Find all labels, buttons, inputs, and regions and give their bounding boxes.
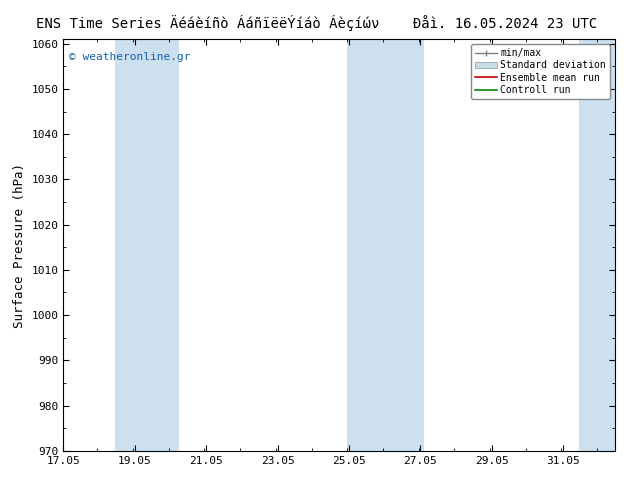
Text: ENS Time Series Äéáèíñò ÁáñïëëÝíáò Áèçíών    Đåì. 16.05.2024 23 UTC: ENS Time Series Äéáèíñò ÁáñïëëÝíáò Áèçíώ…: [36, 15, 598, 31]
Text: © weatheronline.gr: © weatheronline.gr: [69, 51, 190, 62]
Bar: [115, 39, 179, 451]
Bar: [347, 39, 424, 451]
Y-axis label: Surface Pressure (hPa): Surface Pressure (hPa): [13, 163, 26, 327]
Bar: [579, 39, 615, 451]
Legend: min/max, Standard deviation, Ensemble mean run, Controll run: min/max, Standard deviation, Ensemble me…: [471, 44, 610, 99]
